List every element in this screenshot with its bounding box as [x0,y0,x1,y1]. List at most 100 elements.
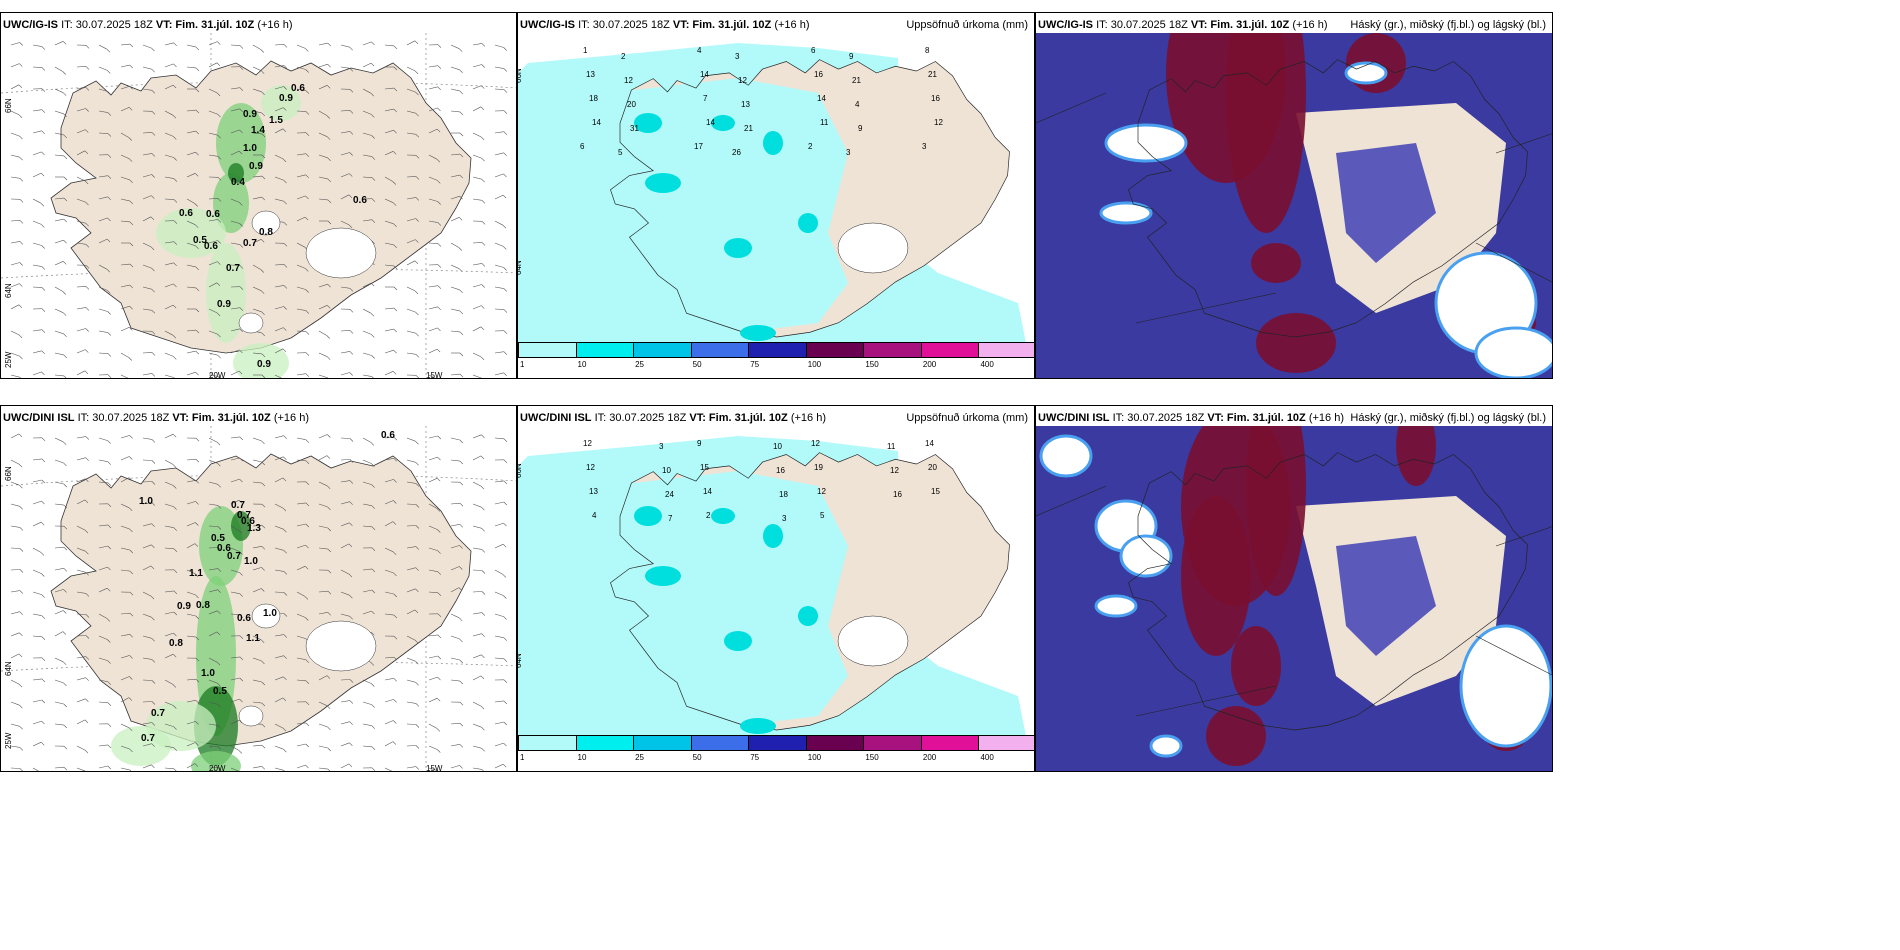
map-value: 0.6 [353,195,367,206]
map-value: 9 [858,124,863,133]
lat-label: 66N [517,68,523,83]
map-value: 0.7 [227,551,241,562]
colorbar-tick: 400 [980,360,994,369]
map-value: 0.9 [249,161,263,172]
map-value: 16 [893,490,902,499]
map-value: 2 [621,52,626,61]
map-value: 1.0 [201,668,215,679]
colorbar-tick: 150 [865,360,879,369]
map-value: 18 [589,94,598,103]
colorbar-swatch [748,735,807,751]
lon-label: 15W [426,764,443,772]
map-value: 12 [890,466,899,475]
colorbar-swatch [690,735,750,751]
map-value: 3 [659,442,664,451]
map-value: 7 [703,94,708,103]
map-value: 20 [627,100,636,109]
lon-label: 20W [209,764,226,772]
panel-title: UWC/IG-IS IT: 30.07.2025 18Z VT: Fim. 31… [1038,19,1328,31]
map-value: 0.6 [241,516,255,527]
colorbar: 1 10 25 50 75 100 150 200 400 [518,735,1034,763]
panel-precip-top: UWC/IG-IS IT: 30.07.2025 18Z VT: Fim. 31… [517,12,1035,379]
map-value: 11 [887,442,896,451]
colorbar-swatch [633,735,692,751]
map-value: 14 [700,70,709,79]
map-value: 1.5 [269,115,283,126]
map-value: 0.9 [177,601,191,612]
colorbar-tick: 1 [520,360,525,369]
map-value: 21 [744,124,753,133]
map-value: 8 [925,46,930,55]
map-value: 0.6 [291,83,305,94]
panel-title: UWC/IG-IS IT: 30.07.2025 18Z VT: Fim. 31… [3,19,293,31]
colorbar-tick: 75 [750,753,760,762]
colorbar-swatch [690,342,750,358]
map-value: 0.6 [204,241,218,252]
map-value: 0.5 [213,686,227,697]
map-value: 6 [811,46,816,55]
map-value: 0.8 [196,600,210,611]
lon-label: 15W [426,371,443,379]
map-value: 9 [697,439,702,448]
map-value: 26 [732,148,741,157]
colorbar-swatch [863,735,922,751]
map-value: 12 [738,76,747,85]
map-value: 9 [849,52,854,61]
map-value: 21 [928,70,937,79]
lat-label: 66N [4,466,13,481]
colorbar-tick: 400 [980,753,994,762]
colorbar-tick: 100 [807,360,822,369]
map-value: 0.5 [211,533,225,544]
map-value: 31 [630,124,639,133]
map-value: 14 [706,118,715,127]
map-value: 0.7 [243,238,257,249]
colorbar-tick: 10 [577,360,587,369]
panel-title: UWC/DINI ISL IT: 30.07.2025 18Z VT: Fim.… [1038,412,1345,424]
map-value: 2 [706,511,711,520]
map-value: 1.4 [251,125,265,136]
lat-label: 66N [517,463,523,478]
map-value: 0.6 [381,430,395,441]
lat-label: 64N [4,283,13,298]
map-value: 17 [694,142,703,151]
colorbar-swatch [863,342,922,358]
map-value: 5 [618,148,623,157]
map-value: 1.0 [244,556,258,567]
map-value: 14 [592,118,601,127]
map-value: 11 [820,118,829,127]
colorbar-tick: 1 [520,753,525,762]
map-value: 13 [589,487,598,496]
panel-right-title: Háský (gr.), miðský (fj.bl.) og lágský (… [1350,412,1546,424]
panel-title: UWC/IG-IS IT: 30.07.2025 18Z VT: Fim. 31… [520,19,810,31]
map-value: 1.1 [189,568,203,579]
map-value: 1.3 [247,523,261,534]
colorbar-swatch [805,342,865,358]
colorbar-swatch [518,342,577,358]
lat-label: 64N [517,653,523,668]
map-value: 0.9 [279,93,293,104]
map-value: 1.1 [246,633,260,644]
map-value: 6 [580,142,585,151]
map-value: 0.7 [151,708,165,719]
map-value: 7 [668,514,673,523]
map-value: 4 [855,100,860,109]
panel-cloud-bottom: UWC/DINI ISL IT: 30.07.2025 18Z VT: Fim.… [1035,405,1553,772]
map-value: 1.0 [263,608,277,619]
colorbar-swatch [575,342,635,358]
panel-wind-bottom: UWC/DINI ISL IT: 30.07.2025 18Z VT: Fim.… [0,405,517,772]
panel-right-title: Uppsöfnuð úrkoma (mm) [906,412,1028,424]
colorbar: 1 10 25 50 75 100 150 200 400 [518,342,1034,370]
lat-label: 64N [4,661,13,676]
map-value: 15 [931,487,940,496]
map-value: 1.0 [139,496,153,507]
colorbar-swatch [805,735,865,751]
map-value: 0.8 [169,638,183,649]
map-value: 0.6 [237,613,251,624]
colorbar-tick: 200 [922,753,937,762]
map-value: 16 [931,94,940,103]
colorbar-swatch [920,735,980,751]
map-value: 20 [928,463,937,472]
map-value: 13 [586,70,595,79]
wind-map: 0.60.90.91.51.41.00.90.40.60.6 0.60.50.60… [1,33,516,378]
map-value: 19 [814,463,823,472]
